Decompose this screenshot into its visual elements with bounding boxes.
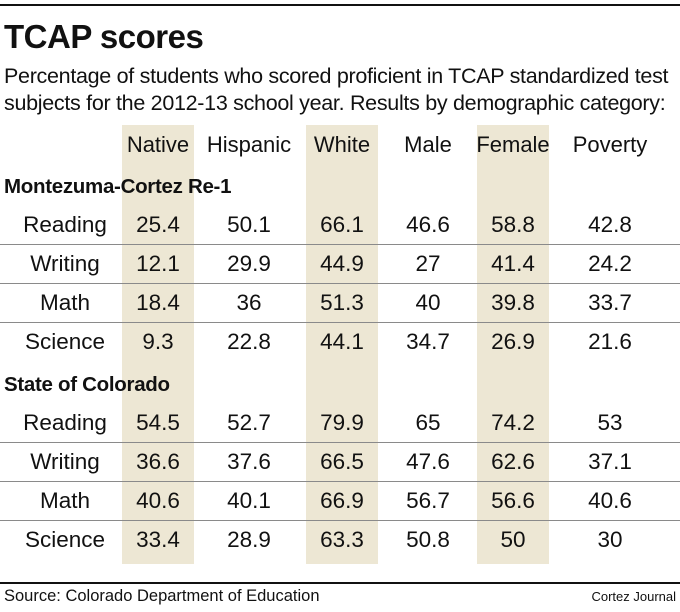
table-cell: 28.9 xyxy=(227,527,271,552)
table-cell: 66.5 xyxy=(320,449,364,474)
table-cell: 50 xyxy=(500,527,526,552)
table-cell: 22.8 xyxy=(227,329,271,354)
table-cell: 12.1 xyxy=(136,251,180,276)
column-header: Male xyxy=(404,132,452,157)
table-cell: 50.8 xyxy=(406,527,450,552)
table-cell: 63.3 xyxy=(320,527,364,552)
table-cell: 18.4 xyxy=(136,290,180,315)
bottom-rule xyxy=(0,582,680,584)
table-cell: 66.9 xyxy=(320,488,364,513)
table-cell: 58.8 xyxy=(491,212,535,237)
table-cell: 39.8 xyxy=(491,290,535,315)
table-cell: 27 xyxy=(415,251,441,276)
column-header: White xyxy=(313,132,371,157)
row-label: Science xyxy=(24,329,106,354)
row-label: Reading xyxy=(23,410,107,435)
table-cell: 29.9 xyxy=(227,251,271,276)
shaded-column-bg xyxy=(306,125,378,564)
column-header: Female xyxy=(476,132,550,157)
table-cell: 34.7 xyxy=(406,329,450,354)
table-cell: 54.5 xyxy=(136,410,180,435)
table-cell: 33.4 xyxy=(136,527,180,552)
table-cell: 24.2 xyxy=(588,251,632,276)
row-label: Math xyxy=(39,488,91,513)
table-cell: 52.7 xyxy=(227,410,271,435)
row-label: Writing xyxy=(30,251,100,276)
table-cell: 50.1 xyxy=(227,212,271,237)
table-cell: 40.1 xyxy=(227,488,271,513)
table-cell: 21.6 xyxy=(588,329,632,354)
table-cell: 37.6 xyxy=(227,449,271,474)
chart-title: TCAP scores xyxy=(4,18,204,55)
column-header: Hispanic xyxy=(206,132,292,157)
table-cell: 44.9 xyxy=(320,251,364,276)
row-label: Math xyxy=(39,290,91,315)
row-divider xyxy=(0,481,680,482)
chart-subtitle: Percentage of students who scored profic… xyxy=(4,64,669,115)
table-cell: 42.8 xyxy=(588,212,632,237)
table-cell: 26.9 xyxy=(491,329,535,354)
source-note: Source: Colorado Department of Education xyxy=(4,587,320,605)
row-divider xyxy=(0,322,680,323)
table-cell: 53 xyxy=(597,410,623,435)
table-cell: 47.6 xyxy=(406,449,450,474)
row-divider xyxy=(0,244,680,245)
row-divider xyxy=(0,283,680,284)
row-label: Science xyxy=(24,527,106,552)
credit: Cortez Journal xyxy=(591,589,676,604)
table-cell: 79.9 xyxy=(320,410,364,435)
shaded-column-bg xyxy=(122,125,194,564)
row-divider xyxy=(0,520,680,521)
table-cell: 65 xyxy=(415,410,441,435)
table-cell: 33.7 xyxy=(588,290,632,315)
table-cell: 41.4 xyxy=(491,251,535,276)
table-cell: 51.3 xyxy=(320,290,364,315)
section-title: State of Colorado xyxy=(4,373,170,396)
table-cell: 56.7 xyxy=(406,488,450,513)
table-cell: 30 xyxy=(597,527,623,552)
top-rule xyxy=(0,4,680,6)
row-label: Reading xyxy=(23,212,107,237)
table-cell: 36.6 xyxy=(136,449,180,474)
table-cell: 66.1 xyxy=(320,212,364,237)
section-title: Montezuma-Cortez Re-1 xyxy=(4,175,232,198)
table-cell: 37.1 xyxy=(588,449,632,474)
table-cell: 9.3 xyxy=(142,329,174,354)
table-cell: 25.4 xyxy=(136,212,180,237)
shaded-column-bg xyxy=(477,125,549,564)
table-cell: 62.6 xyxy=(491,449,535,474)
table-cell: 40.6 xyxy=(136,488,180,513)
table-cell: 44.1 xyxy=(320,329,364,354)
table-cell: 40 xyxy=(415,290,441,315)
table-cell: 46.6 xyxy=(406,212,450,237)
table-cell: 74.2 xyxy=(491,410,535,435)
row-label: Writing xyxy=(30,449,100,474)
table-cell: 36 xyxy=(236,290,262,315)
row-divider xyxy=(0,442,680,443)
column-header: Native xyxy=(126,132,190,157)
table-cell: 40.6 xyxy=(588,488,632,513)
table-cell: 56.6 xyxy=(491,488,535,513)
column-header: Poverty xyxy=(572,132,648,157)
